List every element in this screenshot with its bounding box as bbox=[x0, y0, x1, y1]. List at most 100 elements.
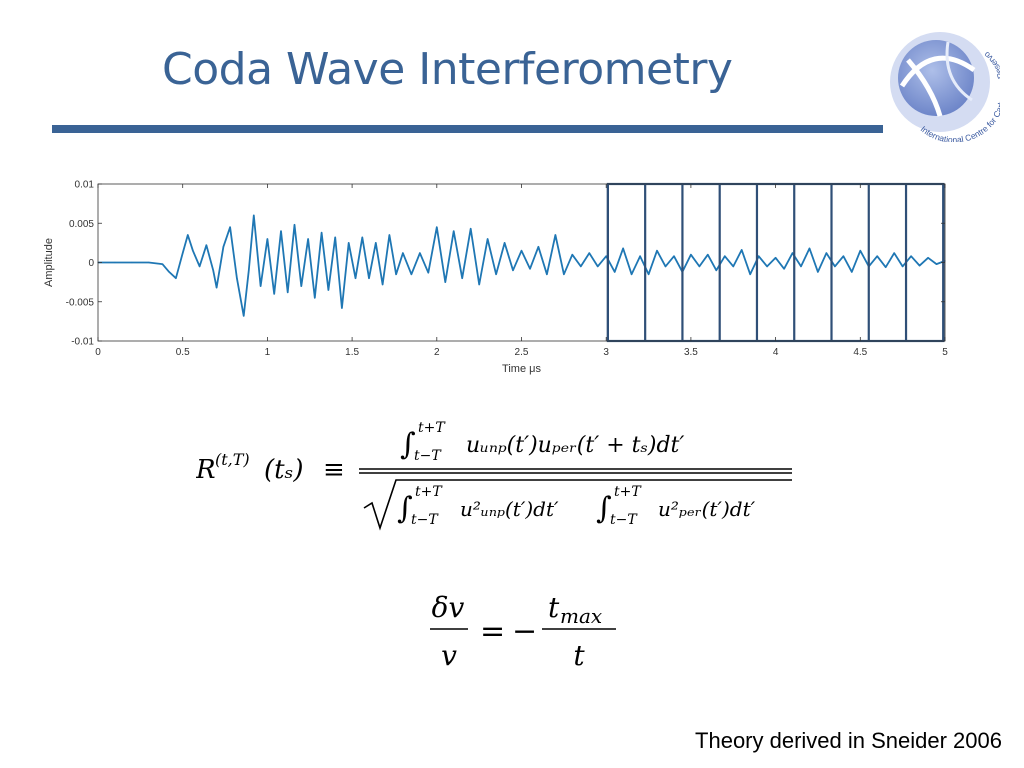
waveform-sample bbox=[375, 242, 377, 244]
y-tick-label: 0 bbox=[88, 258, 94, 269]
waveform-sample bbox=[192, 250, 194, 252]
eq1-integral-den-1: ∫ bbox=[397, 491, 413, 526]
waveform-sample bbox=[293, 224, 296, 226]
waveform-sample bbox=[470, 228, 472, 230]
waveform-sample bbox=[834, 265, 836, 268]
waveform-sample bbox=[910, 255, 912, 257]
eq1-den2-lower: t−T bbox=[610, 512, 638, 528]
x-tick-label: 0 bbox=[95, 347, 101, 358]
waveform-sample bbox=[273, 293, 275, 295]
eq2-equals: = bbox=[480, 614, 505, 649]
citation-credit: Theory derived in Sneider 2006 bbox=[695, 728, 1002, 753]
waveform-sample bbox=[918, 265, 921, 267]
icc-logo: International Centre for Carbonate Reser… bbox=[888, 30, 1000, 142]
waveform-sample bbox=[741, 249, 743, 251]
waveform-chart: 0 0.5 1 1.5 2 2.5 3 3.5 4 4.5 5 0.01 0.005 0 -0.005 -0.… bbox=[43, 180, 948, 376]
waveform-sample bbox=[673, 255, 675, 257]
waveform-sample bbox=[182, 252, 184, 254]
waveform-sample bbox=[212, 269, 214, 271]
waveform-sample bbox=[419, 252, 421, 254]
y-axis-label: Amplitude bbox=[43, 238, 55, 287]
waveform-sample bbox=[236, 277, 238, 279]
waveform-sample bbox=[368, 277, 370, 279]
waveform-sample bbox=[622, 247, 624, 249]
waveform-sample bbox=[791, 252, 794, 254]
waveform-sample bbox=[161, 263, 163, 265]
waveform-sample bbox=[851, 271, 853, 273]
waveform-sample bbox=[461, 277, 463, 279]
waveform-sample bbox=[537, 246, 540, 248]
waveform-sample bbox=[248, 269, 250, 271]
waveform-sample bbox=[199, 265, 201, 268]
eq1-lhs-superscript: (t,T) bbox=[215, 450, 250, 469]
waveform-sample bbox=[148, 261, 150, 264]
waveform-sample bbox=[229, 226, 231, 228]
y-tick-label: -0.01 bbox=[71, 337, 94, 348]
waveform-sample bbox=[131, 261, 133, 264]
waveform-sample bbox=[715, 269, 717, 271]
title-underline bbox=[52, 125, 883, 133]
waveform-sample bbox=[614, 271, 616, 273]
waveform-sample bbox=[842, 255, 844, 257]
waveform-sample bbox=[361, 236, 363, 238]
waveform-sample bbox=[436, 226, 438, 228]
waveform-sample bbox=[453, 230, 455, 232]
eq2-lhs-numerator: δv bbox=[432, 591, 465, 624]
waveform-sample bbox=[766, 265, 768, 268]
x-tick-label: 1 bbox=[265, 347, 271, 358]
x-tick-label: 3 bbox=[603, 347, 609, 358]
waveform-sample bbox=[639, 255, 641, 257]
eq2-minus: − bbox=[512, 614, 537, 649]
eq1-lhs-R: R bbox=[196, 455, 216, 485]
waveform-sample bbox=[395, 273, 397, 275]
waveform-sample bbox=[656, 250, 658, 252]
waveform-sample bbox=[690, 254, 692, 256]
x-tick-label: 5 bbox=[942, 347, 948, 358]
correlation-equation: R (t,T) (tₛ) ≡ ∫ t+T t−T uᵤₙₚ(t′)uₚₑᵣ(t′… bbox=[196, 420, 792, 531]
waveform-sample bbox=[707, 254, 709, 256]
eq1-num-lower: t−T bbox=[414, 448, 442, 464]
waveform-sample bbox=[503, 242, 506, 244]
eq2-rhs-denominator: t bbox=[573, 639, 585, 672]
waveform-sample bbox=[205, 244, 208, 246]
waveform-sample bbox=[664, 265, 667, 268]
y-tick-label: -0.005 bbox=[66, 297, 95, 308]
plot-frame bbox=[97, 183, 946, 342]
waveform-sample bbox=[341, 307, 343, 309]
x-tick-label: 4.5 bbox=[853, 347, 867, 358]
eq1-numerator-body: uᵤₙₚ(t′)uₚₑᵣ(t′ + tₛ)dt′ bbox=[466, 433, 684, 458]
waveform-sample bbox=[588, 252, 590, 254]
waveform-sample bbox=[935, 263, 938, 265]
waveform-sample bbox=[563, 273, 565, 275]
waveform-sample bbox=[876, 255, 878, 257]
x-tick-label: 0.5 bbox=[176, 347, 190, 358]
waveform-sample bbox=[902, 265, 904, 268]
waveform-sample bbox=[280, 230, 282, 232]
slide-title: Coda Wave Interferometry bbox=[162, 44, 733, 95]
waveform-sample bbox=[388, 234, 390, 236]
x-axis-label: Time μs bbox=[502, 363, 541, 375]
waveform-sample bbox=[859, 250, 861, 252]
waveform-sample bbox=[175, 277, 177, 279]
x-tick-label: 4 bbox=[773, 347, 779, 358]
waveform-sample bbox=[487, 238, 489, 240]
eq1-den1-upper: t+T bbox=[415, 484, 443, 500]
eq2-lhs-denominator: v bbox=[441, 639, 457, 672]
waveform-sample bbox=[260, 285, 262, 287]
x-tick-label: 3.5 bbox=[684, 347, 698, 358]
eq1-integral-num: ∫ bbox=[400, 427, 416, 462]
waveform-sample bbox=[444, 281, 446, 283]
eq2-rhs-numerator: t bbox=[548, 591, 560, 624]
waveform-sample bbox=[321, 232, 323, 234]
waveform-sample bbox=[287, 291, 289, 293]
waveform-sample bbox=[348, 242, 350, 244]
waveform-sample bbox=[775, 257, 777, 259]
eq1-den1-lower: t−T bbox=[411, 512, 439, 528]
waveform-sample bbox=[300, 285, 302, 287]
waveform-sample bbox=[554, 234, 556, 236]
waveform-sample bbox=[410, 273, 412, 275]
waveform-sample bbox=[698, 265, 700, 268]
waveform-sample bbox=[825, 252, 828, 254]
waveform-sample bbox=[758, 255, 760, 257]
waveform-sample bbox=[808, 247, 811, 249]
